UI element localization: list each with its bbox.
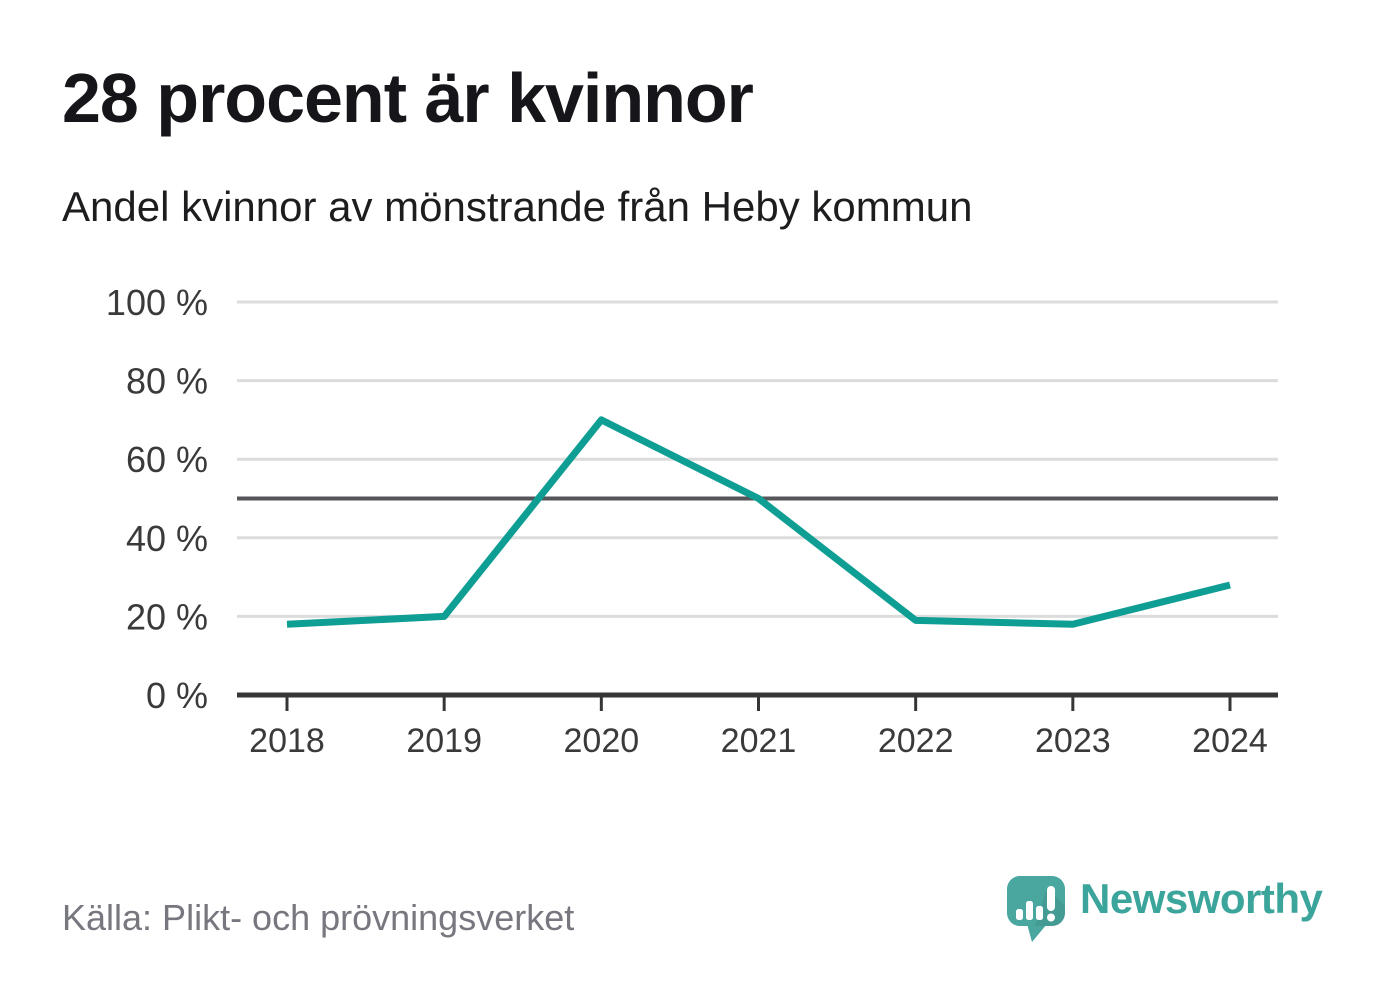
source-note: Källa: Plikt- och prövningsverket xyxy=(62,897,575,938)
chart-title: 28 procent är kvinnor xyxy=(62,59,754,137)
line-chart: 0 % 20 % 40 % 60 % 80 % 100 % 2018 2019 2020 2021… xyxy=(106,282,1278,760)
y-axis-tick-label: 0 % xyxy=(146,675,208,716)
newsworthy-logo: Newsworthy xyxy=(1007,875,1323,944)
newsworthy-speech-bubble-chart-icon xyxy=(1007,876,1065,942)
logo-bar-3 xyxy=(1036,906,1043,920)
logo-exclamation-bar xyxy=(1047,886,1055,911)
y-axis-tick-label: 100 % xyxy=(106,282,208,323)
logo-bar-1 xyxy=(1016,909,1023,920)
x-axis-tick-label: 2021 xyxy=(721,722,797,760)
newsworthy-wordmark: Newsworthy xyxy=(1080,875,1323,922)
y-axis-tick-label: 40 % xyxy=(126,518,208,559)
logo-exclamation-dot xyxy=(1047,913,1055,922)
chart-subtitle: Andel kvinnor av mönstrande från Heby ko… xyxy=(62,183,973,230)
logo-bar-2 xyxy=(1026,901,1033,920)
x-axis-tick-label: 2018 xyxy=(249,722,325,760)
x-axis-tick-label: 2019 xyxy=(406,722,482,760)
y-axis-tick-label: 80 % xyxy=(126,361,208,402)
series-line-andel-kvinnor xyxy=(286,416,1231,628)
y-axis-tick-label: 60 % xyxy=(126,439,208,480)
x-axis-tick-label: 2024 xyxy=(1192,722,1268,760)
y-axis-tick-label: 20 % xyxy=(126,596,208,637)
x-axis-tick-label: 2022 xyxy=(878,722,954,760)
x-axis-tick-label: 2023 xyxy=(1035,722,1111,760)
x-axis-tick-label: 2020 xyxy=(564,722,640,760)
